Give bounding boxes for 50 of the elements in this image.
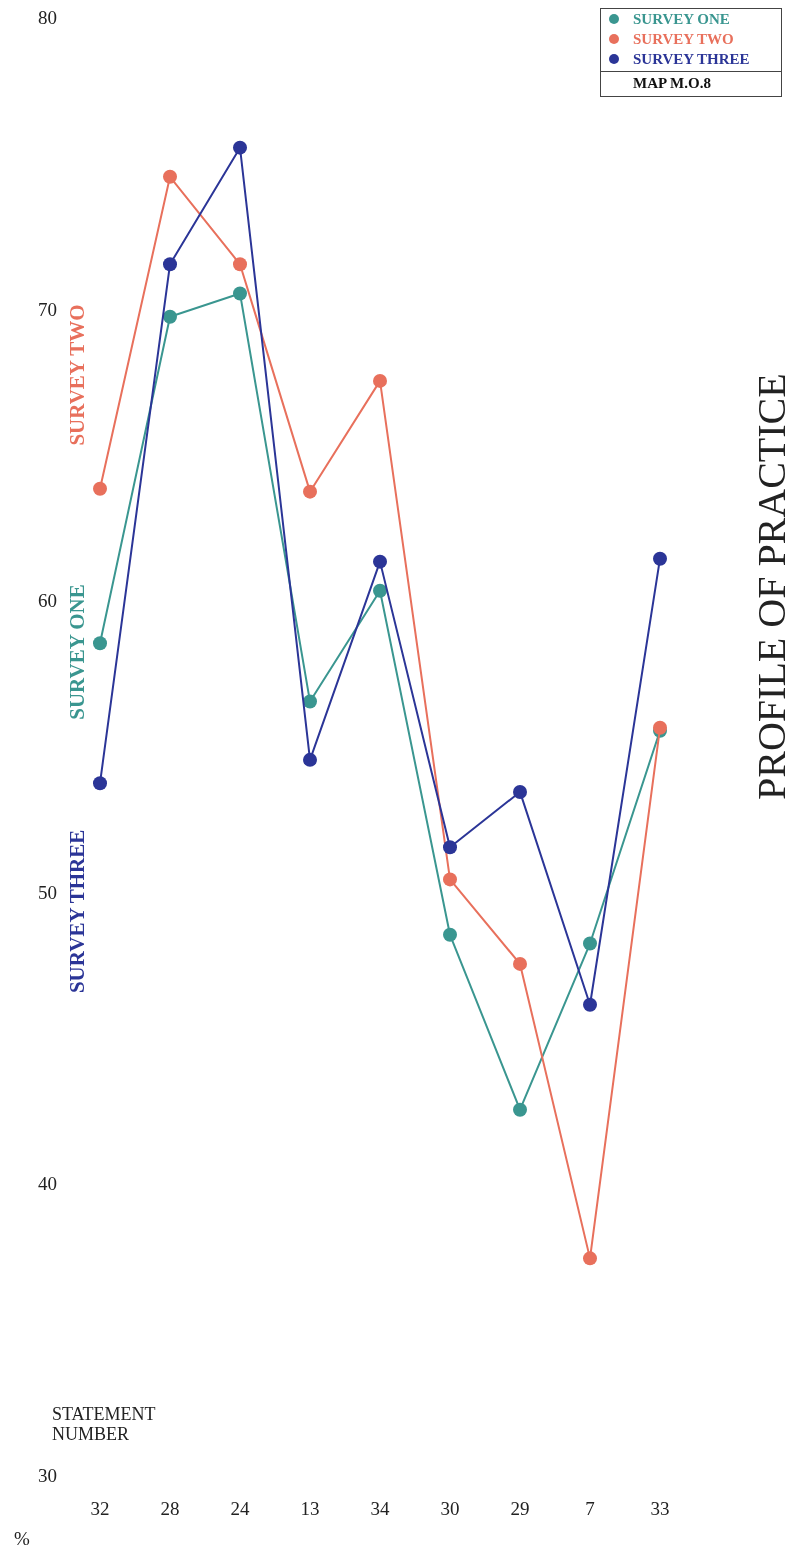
x-tick-label: 33 xyxy=(650,1498,670,1520)
point xyxy=(93,776,107,791)
point xyxy=(583,936,597,951)
x-tick-label: 7 xyxy=(585,1498,595,1520)
point xyxy=(163,257,177,272)
point xyxy=(443,872,457,887)
point xyxy=(163,169,177,184)
point xyxy=(163,309,177,324)
legend-label: SURVEY ONE xyxy=(633,10,730,28)
point xyxy=(303,752,317,767)
point xyxy=(373,554,387,569)
annotation: MAP M.O.8 xyxy=(632,74,712,93)
x-tick-label: 34 xyxy=(370,1498,390,1520)
y-tick-label: 70 xyxy=(38,298,57,320)
point xyxy=(233,286,247,301)
x-tick-label: 32 xyxy=(90,1498,110,1520)
point xyxy=(93,481,107,496)
point xyxy=(303,484,317,499)
x-axis-title: STATEMENT NUMBER xyxy=(52,1403,156,1444)
point xyxy=(373,373,387,388)
x-tick-label: 24 xyxy=(230,1498,250,1520)
x-tick-label: 28 xyxy=(160,1498,180,1520)
x-tick-label: 30 xyxy=(440,1498,460,1520)
y-tick-label: 50 xyxy=(38,881,57,903)
point xyxy=(93,636,107,651)
y-tick-label: 80 xyxy=(38,7,57,29)
point xyxy=(653,551,667,566)
point xyxy=(513,956,527,971)
point xyxy=(443,927,457,942)
point xyxy=(443,840,457,855)
x-tick-label: 13 xyxy=(300,1498,320,1520)
y-axis-title: % xyxy=(14,1527,30,1549)
y-tick-label: 30 xyxy=(38,1464,57,1486)
y-tick-label: 60 xyxy=(38,590,57,612)
point xyxy=(233,257,247,272)
legend-label: SURVEY TWO xyxy=(633,30,734,48)
point xyxy=(373,583,387,598)
point xyxy=(233,140,247,155)
point xyxy=(583,997,597,1012)
text: SURVEY ONE xyxy=(65,584,90,720)
y-tick-label: 40 xyxy=(38,1173,57,1195)
x-tick-label: 29 xyxy=(510,1498,530,1520)
point xyxy=(303,694,317,709)
point xyxy=(583,1251,597,1266)
text: SURVEY TWO xyxy=(65,304,90,446)
text: PROFILE OF PRACTICE xyxy=(748,373,795,800)
point xyxy=(513,1102,527,1117)
text: SURVEY THREE xyxy=(65,829,90,994)
legend-label: SURVEY THREE xyxy=(633,50,750,68)
point xyxy=(513,784,527,799)
